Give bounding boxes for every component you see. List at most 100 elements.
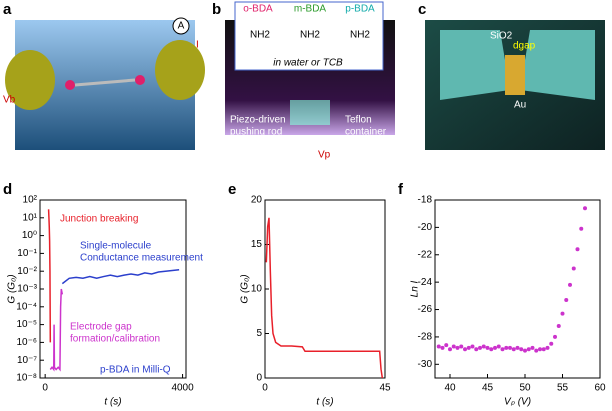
atom (65, 80, 75, 90)
annotation: Electrode gap (70, 322, 132, 333)
y-tick-label: -26 (418, 304, 433, 315)
annotation: formation/calibration (70, 334, 160, 345)
panel-letter: c (418, 1, 426, 18)
annotation: Single-molecule (80, 241, 152, 252)
y-tick-label: -28 (418, 332, 433, 343)
point (571, 266, 576, 271)
line (61, 269, 180, 285)
label: Vp (318, 150, 331, 161)
y-tick-label: 10⁻¹ (17, 248, 37, 259)
point (508, 345, 512, 350)
y-tick-label: -30 (418, 359, 433, 370)
y-tick-label: -22 (418, 249, 433, 260)
solvent: in water or TCB (273, 58, 343, 69)
point (451, 344, 456, 349)
y-tick-label: 10⁻⁴ (16, 301, 37, 312)
y-axis-label: G (G₀) (240, 274, 251, 303)
point (515, 345, 520, 350)
x-axis-label: t (s) (316, 397, 333, 408)
gold (505, 55, 525, 95)
point (564, 297, 569, 302)
panel-b: b o-BDA m-BDA p-BDA NH2 NH2 NH2 in water… (212, 1, 395, 161)
point (493, 345, 497, 350)
panel-letter: e (228, 181, 236, 198)
point (470, 344, 475, 349)
line (49, 288, 64, 372)
label: dgap (513, 41, 536, 52)
label: container (345, 127, 387, 138)
point (556, 323, 561, 328)
annotation: p-BDA in Milli-Q (100, 365, 171, 376)
ammeter-icon (172, 17, 190, 35)
molecule-name: p-BDA (345, 4, 375, 15)
label: Vb (3, 95, 16, 106)
y-tick-label: -18 (418, 195, 433, 206)
panel-letter: b (212, 1, 221, 18)
point (500, 347, 505, 352)
point (538, 347, 542, 352)
amine: NH2 (250, 30, 270, 41)
molecule-name: o-BDA (243, 4, 273, 15)
y-tick-label: 10⁻² (17, 266, 37, 277)
y-tick-label: 10⁰ (22, 230, 37, 241)
point (466, 345, 471, 350)
panel-letter: f (398, 181, 404, 198)
atom (135, 75, 145, 85)
point (440, 345, 445, 350)
molecule-name: m-BDA (294, 4, 327, 15)
y-tick-label: 10 (251, 284, 263, 295)
molecule-box (234, 1, 384, 71)
point (545, 345, 550, 350)
point (489, 347, 494, 352)
point (444, 343, 449, 348)
rod (290, 100, 330, 125)
y-tick-label: 15 (251, 239, 263, 250)
point (455, 345, 460, 350)
point (526, 347, 531, 352)
label: Piezo-driven (230, 115, 286, 126)
y-tick-label: 10⁻³ (17, 284, 37, 295)
x-tick-label: 0 (42, 383, 48, 394)
point (530, 345, 535, 350)
point (478, 345, 482, 350)
point (463, 347, 467, 352)
amine: NH2 (350, 30, 370, 41)
y-tick-label: 10⁻⁵ (16, 319, 37, 330)
panel-letter: a (3, 1, 12, 18)
y-tick-label: 0 (256, 373, 262, 384)
point (459, 344, 464, 349)
plot-frame (434, 199, 601, 379)
point (436, 344, 441, 349)
y-tick-label: 10⁻⁸ (16, 373, 37, 384)
y-axis-label: Ln I (410, 280, 421, 297)
annotation: Conductance measurement (80, 253, 203, 264)
x-tick-label: 4000 (171, 383, 194, 394)
line (265, 217, 384, 379)
point (474, 347, 479, 352)
label: Teflon (345, 115, 372, 126)
y-tick-label: 10⁻⁷ (17, 355, 37, 366)
x-axis-label: t (s) (104, 397, 121, 408)
x-tick-label: 45 (482, 383, 494, 394)
annotation: Junction breaking (60, 214, 138, 225)
pillar (520, 30, 595, 100)
x-tick-label: 0 (262, 383, 268, 394)
point (496, 344, 501, 349)
y-tick-label: 10² (23, 195, 38, 206)
point (549, 341, 554, 346)
y-tick-label: 5 (256, 328, 262, 339)
point (511, 347, 516, 352)
label: SiO2 (490, 31, 513, 42)
point (553, 334, 557, 339)
x-tick-label: 45 (379, 383, 391, 394)
x-axis-label: Vₚ (V) (504, 397, 531, 408)
y-tick-label: 20 (251, 195, 263, 206)
point (448, 347, 452, 352)
point (481, 344, 486, 349)
y-axis-label: G (G₀) (7, 274, 18, 303)
point (485, 345, 490, 350)
label: I (196, 40, 199, 51)
panel-letter: d (3, 181, 12, 198)
x-tick-label: 50 (519, 383, 531, 394)
label: Au (514, 100, 526, 111)
